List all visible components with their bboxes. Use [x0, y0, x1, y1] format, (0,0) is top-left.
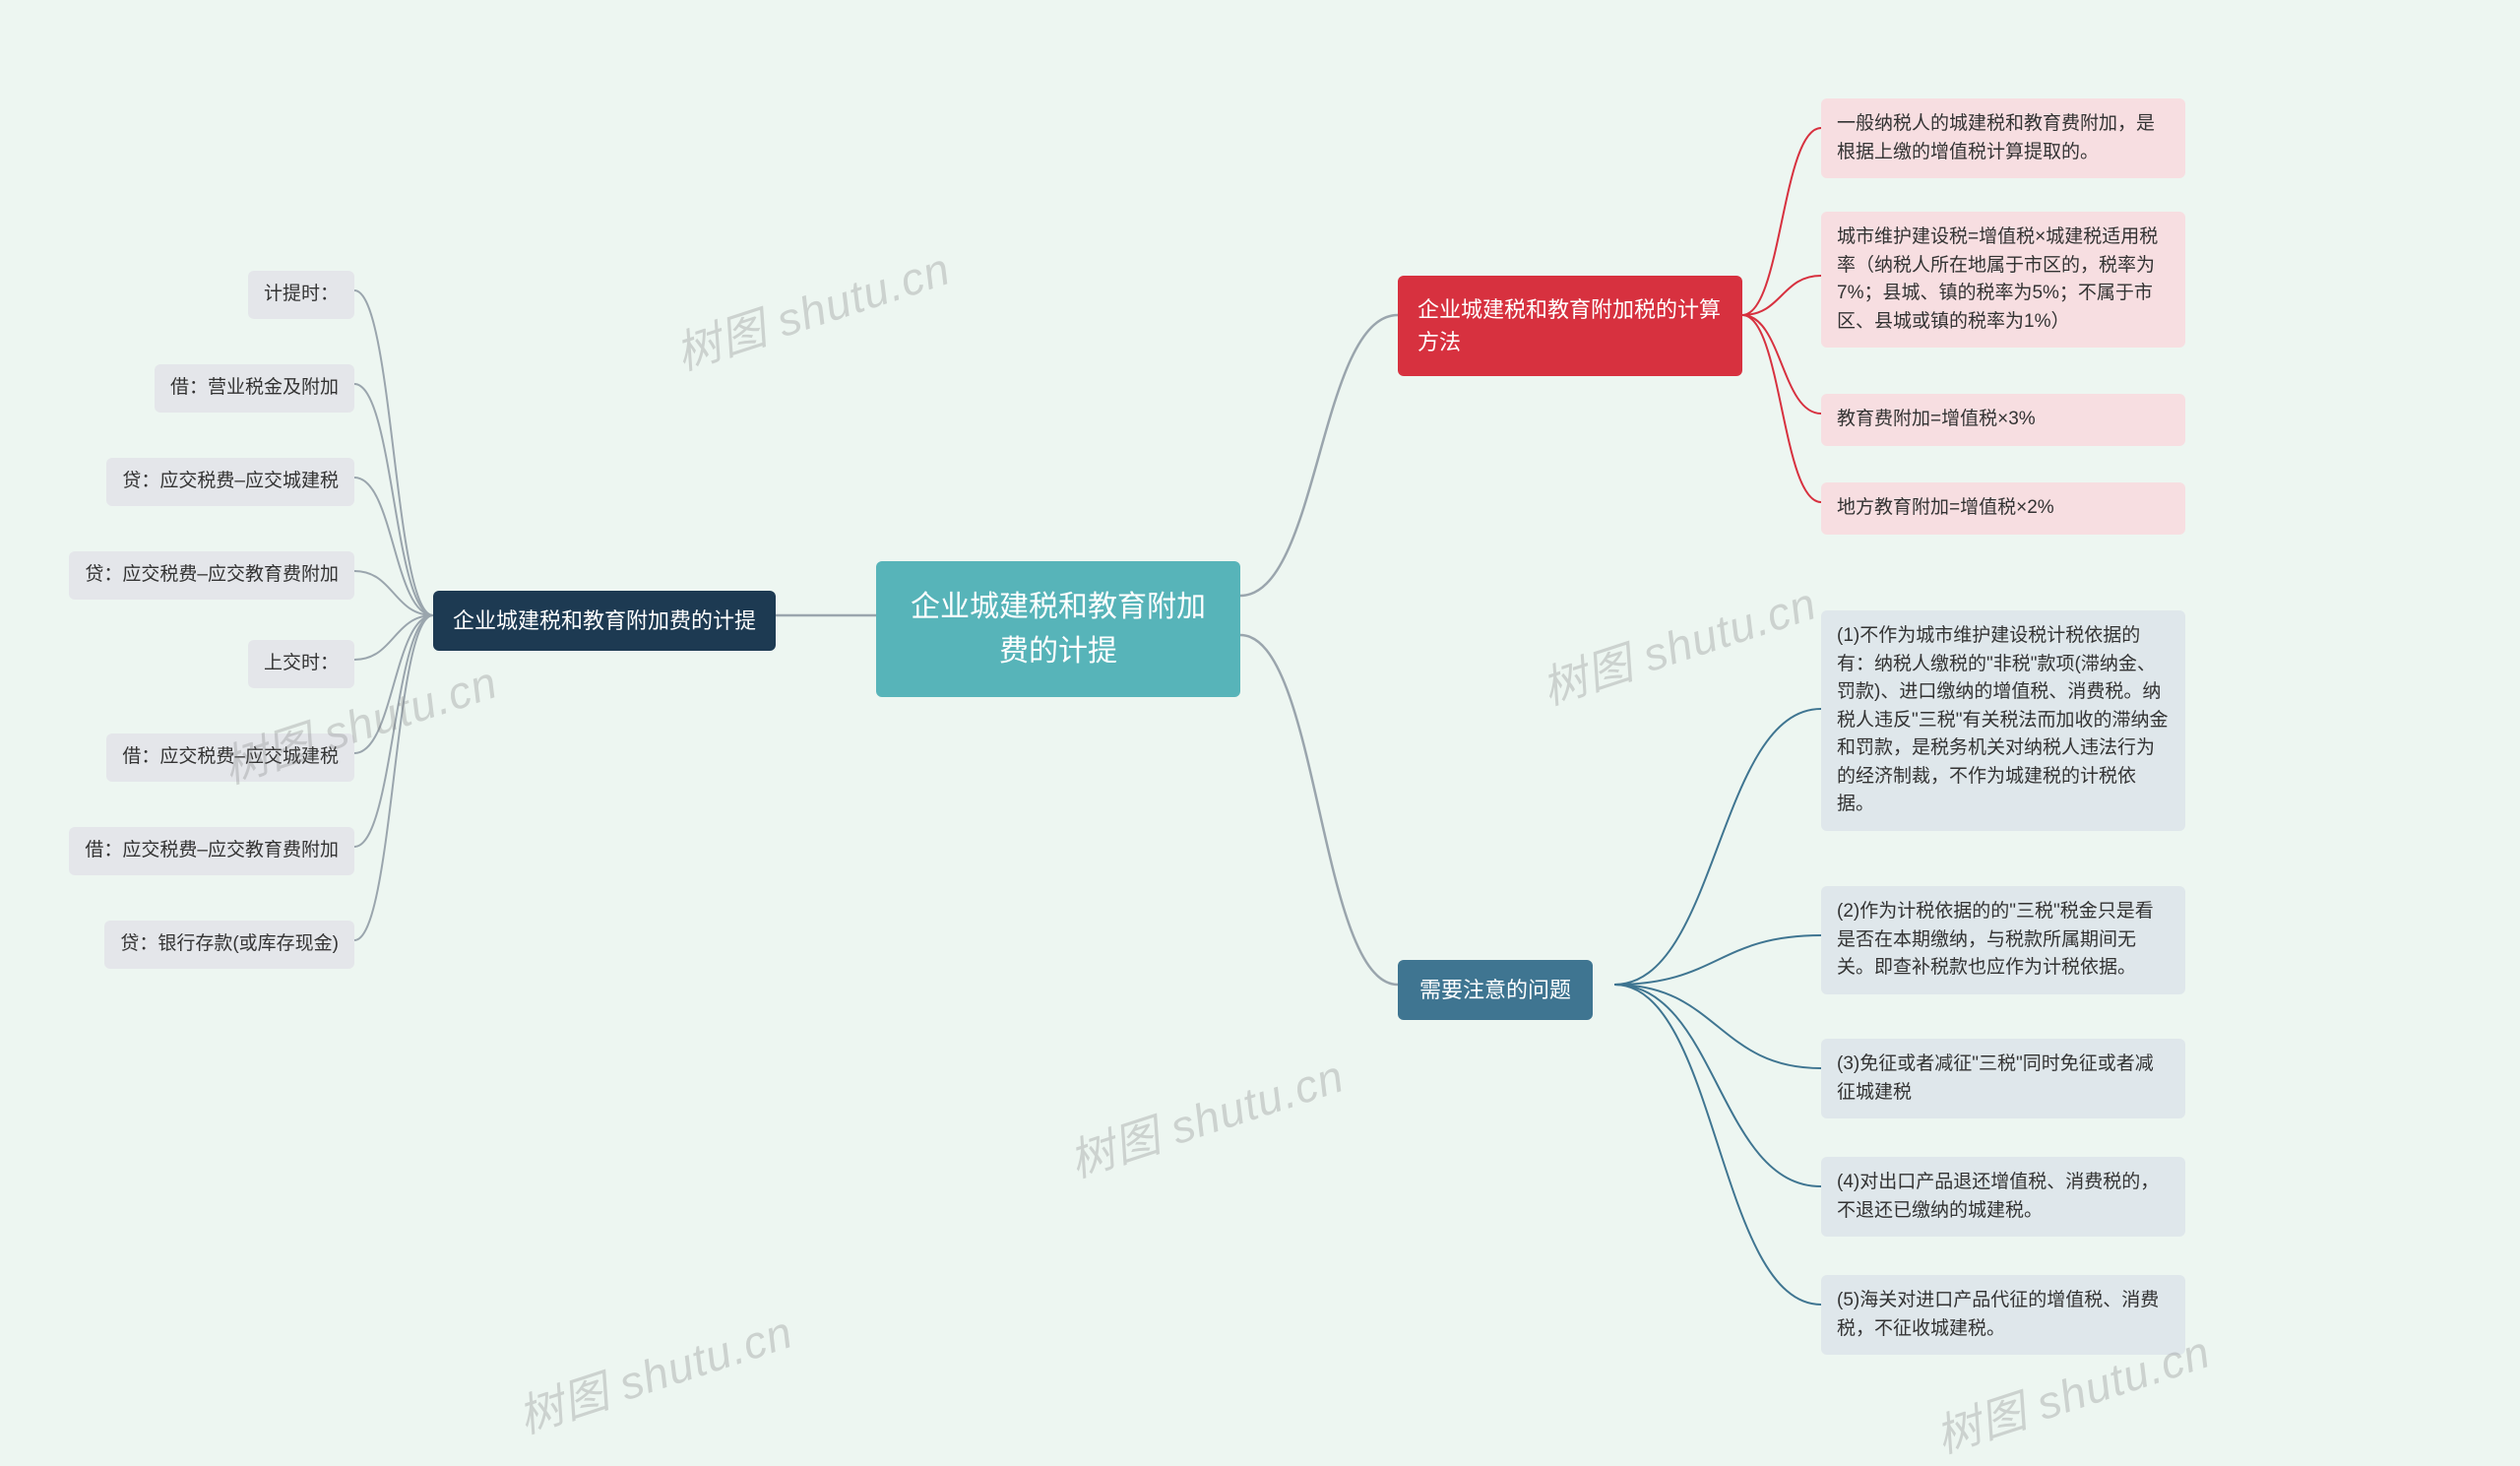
leaf-accrual-6[interactable]: 借：应交税费–应交教育费附加	[69, 827, 354, 875]
watermark: 树图 shutu.cn	[509, 1297, 800, 1446]
watermark: 树图 shutu.cn	[1060, 1041, 1352, 1190]
leaf-accrual-3[interactable]: 贷：应交税费–应交教育费附加	[69, 551, 354, 600]
root-node[interactable]: 企业城建税和教育附加费的计提	[876, 561, 1240, 697]
leaf-calc-2[interactable]: 教育费附加=增值税×3%	[1821, 394, 2185, 446]
leaf-accrual-1[interactable]: 借：营业税金及附加	[155, 364, 354, 413]
watermark: 树图 shutu.cn	[1533, 568, 1824, 718]
leaf-accrual-2[interactable]: 贷：应交税费–应交城建税	[106, 458, 354, 506]
leaf-accrual-7[interactable]: 贷：银行存款(或库存现金)	[104, 921, 354, 969]
leaf-accrual-5[interactable]: 借：应交税费–应交城建税	[106, 733, 354, 782]
leaf-notes-4[interactable]: (5)海关对进口产品代征的增值税、消费税，不征收城建税。	[1821, 1275, 2185, 1355]
branch-calculation[interactable]: 企业城建税和教育附加税的计算方法	[1398, 276, 1742, 376]
leaf-notes-1[interactable]: (2)作为计税依据的的"三税"税金只是看是否在本期缴纳，与税款所属期间无关。即查…	[1821, 886, 2185, 994]
leaf-accrual-0[interactable]: 计提时：	[248, 271, 354, 319]
leaf-calc-3[interactable]: 地方教育附加=增值税×2%	[1821, 482, 2185, 535]
leaf-calc-0[interactable]: 一般纳税人的城建税和教育费附加，是根据上缴的增值税计算提取的。	[1821, 98, 2185, 178]
branch-notes[interactable]: 需要注意的问题	[1398, 960, 1593, 1020]
branch-accrual[interactable]: 企业城建税和教育附加费的计提	[433, 591, 776, 651]
watermark: 树图 shutu.cn	[666, 233, 958, 383]
leaf-calc-1[interactable]: 城市维护建设税=增值税×城建税适用税率（纳税人所在地属于市区的，税率为7%；县城…	[1821, 212, 2185, 348]
leaf-accrual-4[interactable]: 上交时：	[248, 640, 354, 688]
leaf-notes-3[interactable]: (4)对出口产品退还增值税、消费税的，不退还已缴纳的城建税。	[1821, 1157, 2185, 1237]
leaf-notes-2[interactable]: (3)免征或者减征"三税"同时免征或者减征城建税	[1821, 1039, 2185, 1118]
leaf-notes-0[interactable]: (1)不作为城市维护建设税计税依据的有：纳税人缴税的"非税"款项(滞纳金、罚款)…	[1821, 610, 2185, 831]
